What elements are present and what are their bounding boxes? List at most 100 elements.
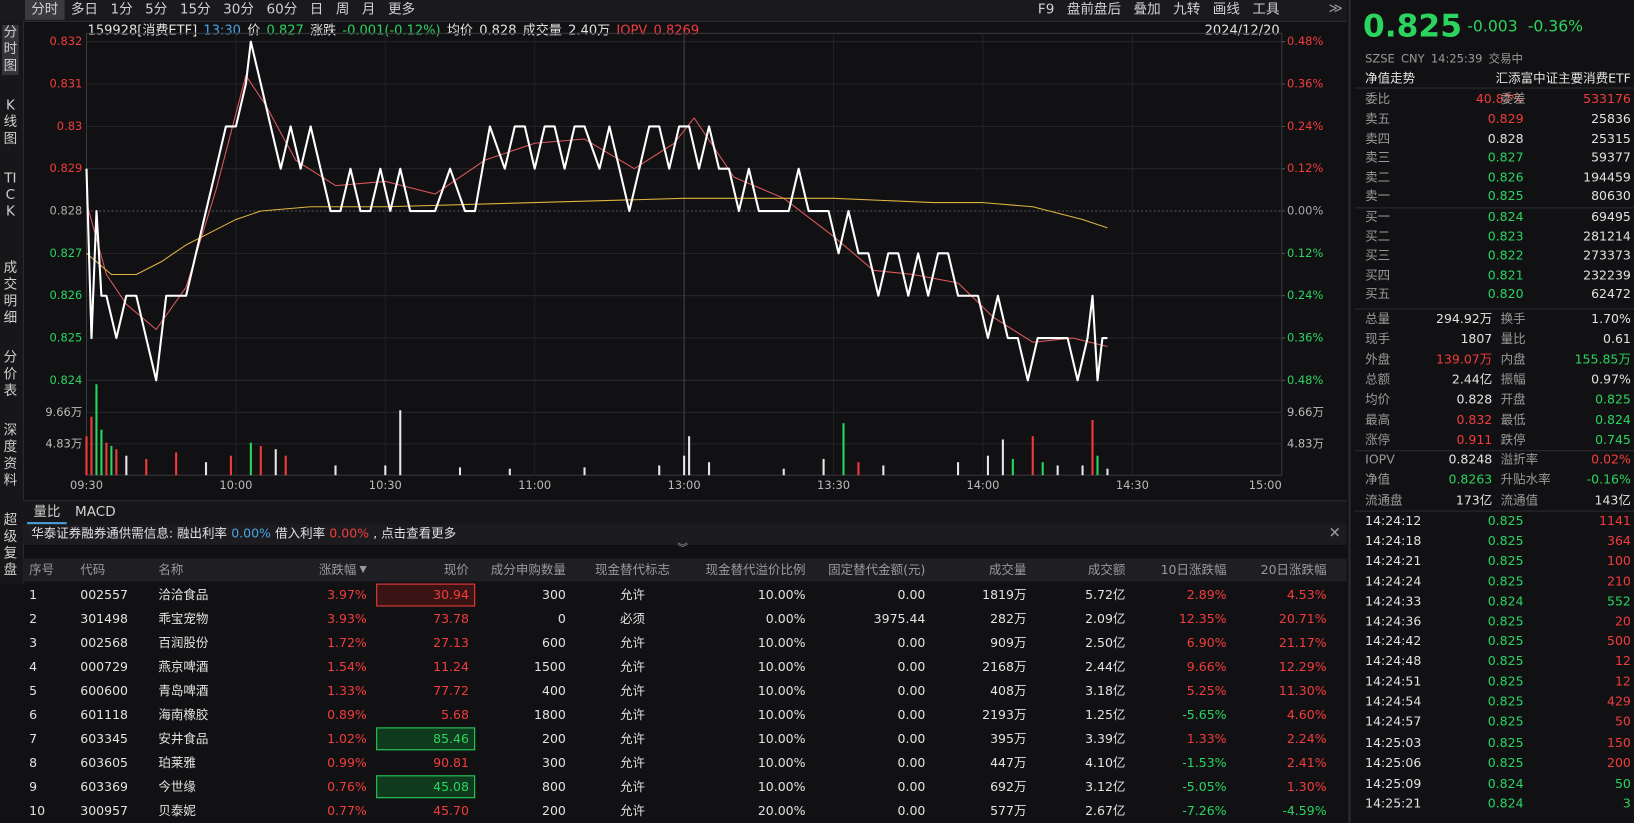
side-tab[interactable]: TICK [4, 170, 17, 220]
table-cell: 45.70 [433, 803, 469, 819]
trade-time: 14:24:21 [1365, 553, 1422, 569]
timeframe-tab[interactable]: 1分 [110, 2, 133, 18]
table-cell[interactable]: 600600 [80, 683, 128, 699]
timeframe-tab[interactable]: 60分 [266, 2, 298, 18]
table-cell[interactable]: 002557 [80, 587, 128, 603]
book-price: 0.825 [1487, 188, 1524, 204]
tool-button[interactable]: F9 [1037, 2, 1055, 18]
vol-tick-label: 4.83万 [1287, 436, 1324, 450]
table-cell: 2.44亿 [1085, 659, 1126, 675]
book-volume[interactable]: 281214 [1583, 228, 1631, 244]
table-cell[interactable]: 乖宝宠物 [158, 611, 209, 627]
tool-button[interactable]: 盘前盘后 [1066, 2, 1122, 18]
table-cell[interactable]: 601118 [80, 707, 128, 723]
column-header[interactable]: 20日涨跌幅 [1260, 562, 1327, 578]
table-cell[interactable]: 603605 [80, 755, 128, 771]
nav-trend[interactable]: 净值走势 [1365, 70, 1416, 86]
table-cell: 0.00% [765, 611, 806, 627]
table-cell[interactable]: 珀莱雅 [158, 755, 196, 771]
stat-value: 155.85万 [1574, 351, 1631, 367]
column-header[interactable]: 现价 [443, 562, 469, 578]
column-header[interactable]: 名称 [158, 562, 184, 578]
trade-volume: 12 [1614, 653, 1631, 669]
table-cell[interactable]: 海南橡胶 [158, 707, 209, 723]
table-cell[interactable]: 百润股份 [158, 635, 209, 651]
y-tick-label: 0.825 [50, 331, 83, 345]
table-cell[interactable]: 300957 [80, 803, 128, 819]
trade-price: 0.824 [1487, 795, 1524, 811]
vol-tick-label: 4.83万 [45, 436, 82, 450]
timeframe-tab[interactable]: 15分 [179, 2, 211, 18]
book-volume[interactable]: 194459 [1583, 169, 1631, 184]
table-cell: 1819万 [982, 587, 1027, 603]
indicator-tab[interactable]: MACD [75, 504, 116, 521]
volume-bar [1001, 439, 1004, 476]
tool-button[interactable]: 叠加 [1133, 2, 1161, 18]
price-change: -0.003 [1467, 16, 1518, 36]
rate: 0.00% [329, 526, 370, 541]
collapse-icon[interactable]: ︾ [677, 542, 688, 555]
stat-value: 0.8263 [1448, 472, 1493, 487]
book-volume[interactable]: 59377 [1591, 150, 1631, 165]
book-volume[interactable]: 232239 [1583, 267, 1631, 282]
table-cell[interactable]: 贝泰妮 [158, 803, 196, 819]
table-cell[interactable]: 301498 [80, 611, 128, 627]
expand-icon[interactable]: ≫ [1328, 1, 1343, 17]
table-cell[interactable]: 002568 [80, 635, 128, 651]
timeframe-tab[interactable]: 月 [361, 2, 376, 18]
timeframe-tab[interactable]: 更多 [387, 2, 416, 18]
book-volume[interactable]: 25315 [1591, 130, 1631, 146]
table-cell: 4.53% [1286, 587, 1327, 603]
indicator-tab[interactable]: 量比 [27, 502, 67, 525]
column-header[interactable]: 成交量 [988, 562, 1027, 578]
timeframe-tab[interactable]: 30分 [223, 2, 254, 18]
table-cell: 允许 [620, 779, 646, 795]
stat-label: 换手 [1500, 311, 1526, 327]
book-price: 0.820 [1487, 286, 1524, 302]
trade-price: 0.825 [1487, 755, 1524, 771]
timeframe-tab[interactable]: 分时 [25, 0, 65, 20]
notice[interactable]: 华泰证券融券通供需信息: 融出利率 0.00% 借入利率 0.00%, 点击查看更多 [31, 524, 456, 543]
table-cell: 90.81 [433, 755, 469, 771]
table-cell[interactable]: 燕京啤酒 [158, 659, 209, 675]
table-cell[interactable]: 安井食品 [158, 731, 209, 747]
column-header[interactable]: 10日涨跌幅 [1160, 562, 1227, 578]
table-cell[interactable]: 000729 [80, 659, 128, 675]
tool-button[interactable]: 九转 [1173, 2, 1201, 18]
side-tab[interactable]: 分时图 [2, 25, 19, 76]
side-tab[interactable]: 分价表 [3, 350, 18, 400]
tool-button[interactable]: 工具 [1252, 2, 1280, 18]
x-tick-label: 11:00 [518, 478, 551, 492]
table-cell[interactable]: 青岛啤酒 [158, 683, 209, 699]
table-cell[interactable]: 今世缘 [158, 779, 196, 795]
book-volume[interactable]: 62472 [1591, 286, 1631, 302]
side-tab[interactable]: 超级复盘 [3, 512, 18, 579]
column-header[interactable]: 现金替代溢价比例 [705, 562, 806, 578]
close-icon[interactable]: ✕ [1328, 525, 1341, 542]
column-header[interactable]: 现金替代标志 [595, 562, 671, 578]
timeframe-tab[interactable]: 日 [309, 2, 324, 18]
side-tab[interactable]: 成交明细 [3, 260, 18, 327]
column-header[interactable]: 固定替代金额(元) [828, 562, 926, 578]
column-header[interactable]: 序号 [29, 562, 55, 578]
column-header[interactable]: 成交额 [1087, 562, 1126, 578]
book-volume[interactable]: 273373 [1583, 248, 1631, 263]
tool-button[interactable]: 画线 [1212, 2, 1240, 18]
table-cell[interactable]: 603369 [80, 779, 128, 795]
column-header[interactable]: 成分申购数量 [490, 562, 566, 578]
y2-tick-label: 0.12% [1287, 161, 1324, 175]
timeframe-tab[interactable]: 周 [335, 2, 350, 18]
book-volume[interactable]: 69495 [1591, 209, 1631, 225]
book-volume[interactable]: 80630 [1591, 188, 1631, 204]
timeframe-tab[interactable]: 5分 [145, 2, 168, 18]
table-cell[interactable]: 洽洽食品 [158, 587, 209, 603]
trade-volume: 50 [1614, 713, 1631, 729]
side-tab[interactable]: 深度资料 [3, 423, 18, 489]
book-volume[interactable]: 25836 [1591, 111, 1631, 127]
table-cell[interactable]: 603345 [80, 731, 128, 747]
side-tab[interactable]: K线图 [3, 97, 18, 147]
timeframe-tab[interactable]: 多日 [70, 2, 98, 18]
column-header[interactable]: 涨跌幅 [318, 562, 357, 578]
column-header[interactable]: 代码 [80, 562, 106, 578]
volume-bar [1031, 436, 1034, 476]
